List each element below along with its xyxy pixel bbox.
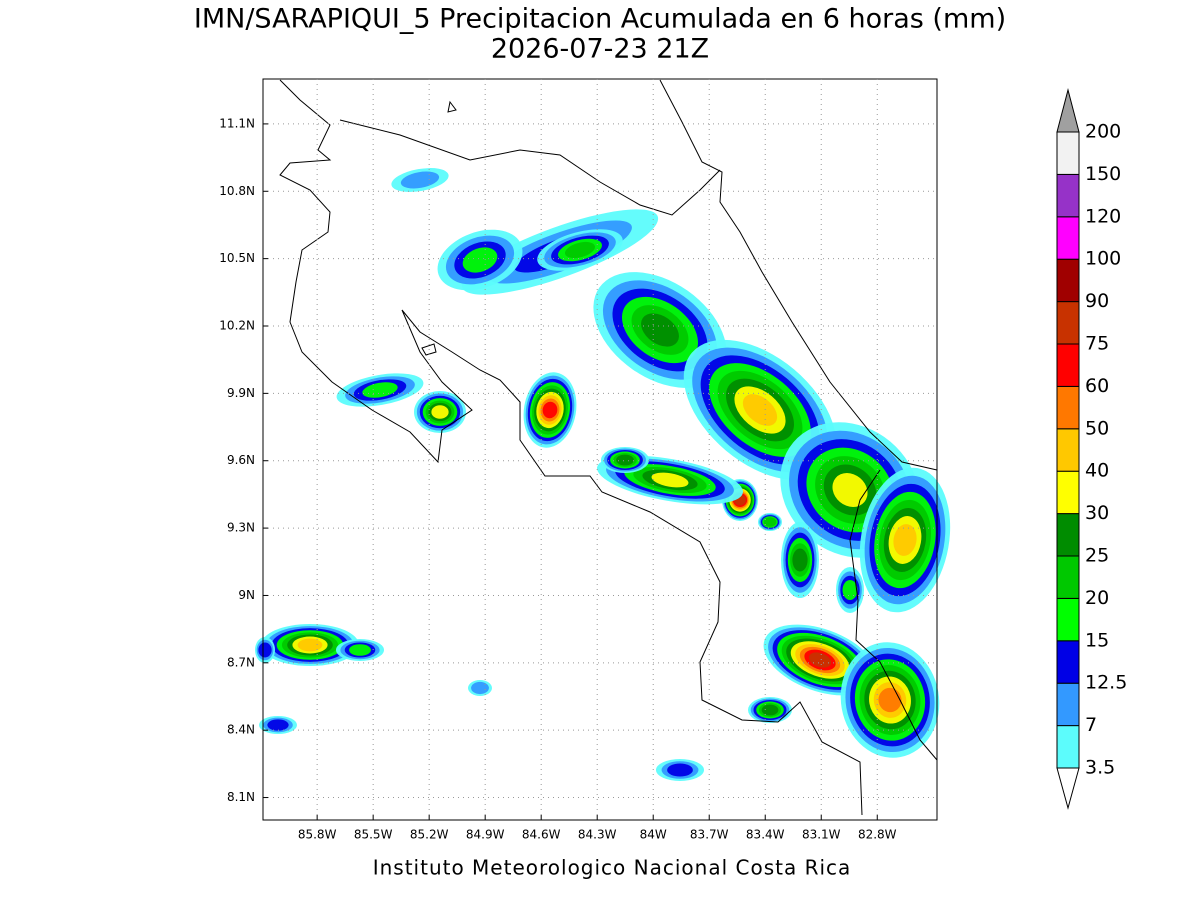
colorbar-box <box>1056 428 1080 472</box>
gulf-island <box>421 343 437 356</box>
precip-contour <box>297 638 323 652</box>
y-tick-label: 10.5N <box>219 251 255 265</box>
colorbar-box <box>1056 470 1080 515</box>
colorbar-label: 100 <box>1085 248 1121 270</box>
colorbar-label: 120 <box>1085 205 1121 227</box>
y-tick-label: 9.3N <box>227 521 255 535</box>
x-tick-label: 83.7W <box>690 828 729 842</box>
colorbar-label: 20 <box>1085 587 1109 609</box>
colorbar-label: 15 <box>1085 629 1109 651</box>
colorbar-label: 200 <box>1085 121 1121 143</box>
colorbar-box <box>1056 725 1080 769</box>
colorbar-box <box>1056 343 1080 387</box>
x-tick-label: 83.4W <box>746 828 785 842</box>
precip-contour <box>431 405 449 419</box>
y-tick-label: 10.8N <box>219 184 255 198</box>
precip-contour <box>893 524 917 556</box>
x-tick-label: 85.5W <box>354 828 393 842</box>
x-tick-label: 84.3W <box>578 828 617 842</box>
colorbar-label: 90 <box>1085 290 1109 312</box>
footer: Instituto Meteorologico Nacional Costa R… <box>373 856 852 880</box>
pacific-coast <box>279 79 863 816</box>
x-tick-label: 85.8W <box>298 828 337 842</box>
colorbar-label: 12.5 <box>1085 672 1127 694</box>
x-tick-label: 84.9W <box>466 828 505 842</box>
colorbar-box <box>1056 301 1080 345</box>
map-frame <box>262 78 938 821</box>
x-tick-label: 84.6W <box>522 828 561 842</box>
colorbar-label: 30 <box>1085 502 1109 524</box>
colorbar-box <box>1056 385 1080 430</box>
colorbar-box <box>1056 682 1080 727</box>
precip-contour <box>832 473 868 507</box>
colorbar-box <box>1056 173 1080 218</box>
precip-contour <box>878 687 902 713</box>
precip-contour <box>808 652 832 668</box>
colorbar-box <box>1056 513 1080 557</box>
y-tick-label: 8.4N <box>227 723 255 737</box>
y-tick-label: 9.6N <box>227 453 255 467</box>
x-tick-label: 85.2W <box>410 828 449 842</box>
colorbar-label: 75 <box>1085 333 1109 355</box>
y-tick-label: 9N <box>238 588 255 602</box>
nicaragua-lake-coast <box>339 119 721 216</box>
precip-contour <box>267 719 289 731</box>
precip-contour <box>641 313 679 347</box>
colorbar-label: 40 <box>1085 460 1109 482</box>
colorbar-under <box>1056 767 1080 810</box>
x-tick-label: 83.1W <box>802 828 841 842</box>
colorbar-box <box>1056 258 1080 303</box>
colorbar-label: 3.5 <box>1085 757 1115 779</box>
colorbar-label: 150 <box>1085 163 1121 185</box>
precip-contour <box>667 763 693 777</box>
colorbar-box <box>1056 640 1080 684</box>
precip-contour <box>349 644 371 656</box>
island <box>447 100 457 113</box>
precip-contour <box>763 517 777 527</box>
precip-contour <box>564 241 596 259</box>
precip-contour <box>761 704 779 716</box>
colorbar-label: 60 <box>1085 375 1109 397</box>
y-tick-label: 8.7N <box>227 655 255 669</box>
colorbar-box <box>1056 216 1080 260</box>
coastlines <box>279 79 938 816</box>
y-tick-label: 9.9N <box>227 386 255 400</box>
precip-contour <box>616 454 634 466</box>
y-tick-label: 10.2N <box>219 319 255 333</box>
title: IMN/SARAPIQUI_5 Precipitacion Acumulada … <box>194 4 1006 35</box>
colorbar-over <box>1056 88 1080 133</box>
precip-contour <box>651 472 689 488</box>
y-tick-label: 8.1N <box>227 790 255 804</box>
precip-contour <box>542 401 558 419</box>
precip-contour <box>471 681 489 695</box>
colorbar-box <box>1056 597 1080 642</box>
precip-contour <box>742 394 778 426</box>
colorbar-box <box>1056 131 1080 175</box>
x-tick-label: 82.8W <box>858 828 897 842</box>
y-tick-label: 11.1N <box>219 116 255 130</box>
subtitle: 2026-07-23 21Z <box>491 34 709 65</box>
colorbar-label: 25 <box>1085 545 1109 567</box>
panama-border <box>849 469 938 761</box>
caribbean-coast <box>659 79 938 471</box>
precipitation-field <box>255 168 951 781</box>
colorbar-box <box>1056 555 1080 599</box>
precip-contour <box>792 548 808 572</box>
colorbar-label: 50 <box>1085 417 1109 439</box>
colorbar-label: 7 <box>1085 714 1097 736</box>
x-tick-label: 84W <box>640 828 667 842</box>
precip-contour <box>258 642 272 658</box>
precip-contour <box>462 247 498 273</box>
